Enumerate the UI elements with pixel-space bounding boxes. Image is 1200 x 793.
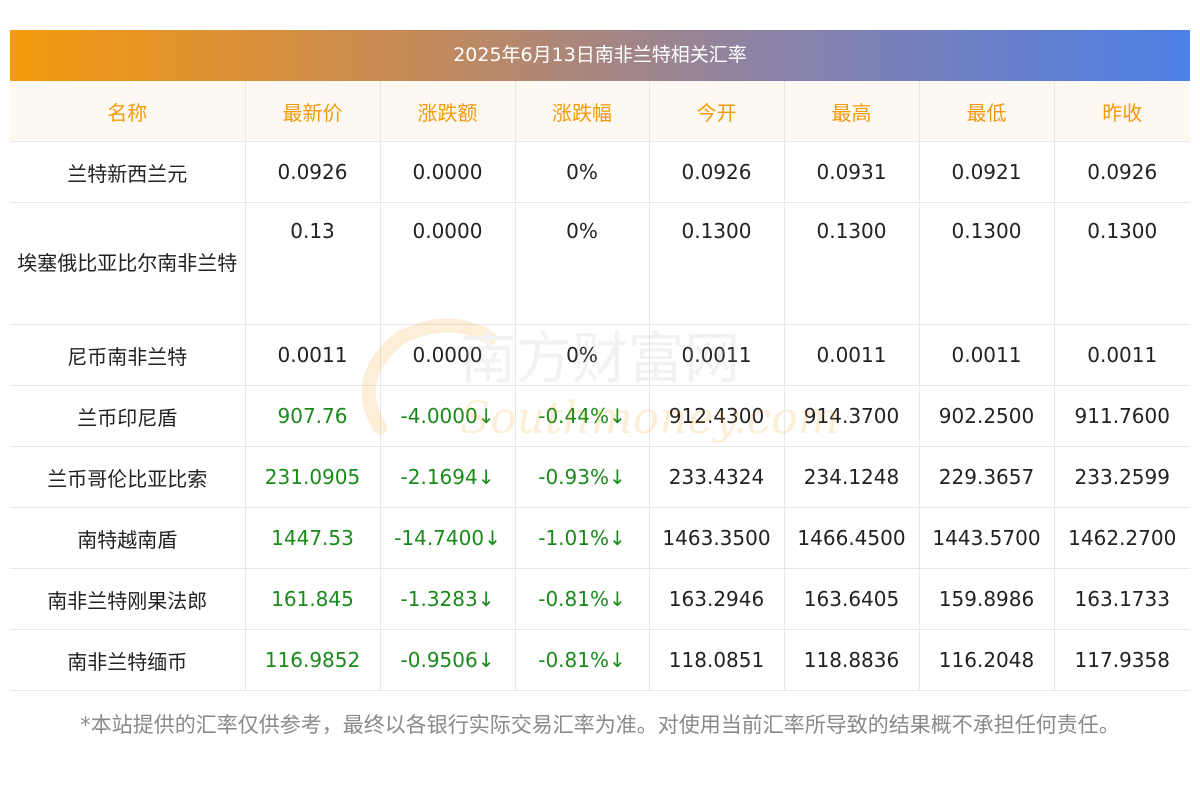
open-value: 0.1300 (649, 202, 785, 325)
change-value: -14.7400↓ (380, 507, 516, 569)
header-row: 名称 最新价 涨跌额 涨跌幅 今开 最高 最低 昨收 (10, 81, 1190, 142)
header-latest: 最新价 (245, 81, 381, 142)
header-open: 今开 (649, 81, 785, 142)
latest-value: 231.0905 (245, 446, 381, 508)
currency-pair-name: 兰币哥伦比亚比索 (10, 446, 246, 508)
change-value: -1.3283↓ (380, 568, 516, 630)
change-pct-value: 0% (515, 324, 650, 386)
change-pct-value: 0% (515, 141, 650, 203)
change-value: -2.1694↓ (380, 446, 516, 508)
currency-pair-name: 埃塞俄比亚比尔南非兰特 (10, 202, 246, 325)
prev-close-value: 233.2599 (1054, 446, 1190, 508)
low-value: 902.2500 (919, 385, 1055, 447)
low-value: 0.0921 (919, 141, 1055, 203)
header-low: 最低 (919, 81, 1055, 142)
table-row: 兰币印尼盾 907.76 -4.0000↓ -0.44%↓ 912.4300 9… (10, 385, 1190, 447)
prev-close-value: 0.0926 (1054, 141, 1190, 203)
currency-pair-name: 尼币南非兰特 (10, 324, 246, 386)
table-row: 南非兰特刚果法郎 161.845 -1.3283↓ -0.81%↓ 163.29… (10, 568, 1190, 630)
low-value: 0.0011 (919, 324, 1055, 386)
high-value: 914.3700 (784, 385, 920, 447)
latest-value: 161.845 (245, 568, 381, 630)
open-value: 118.0851 (649, 629, 785, 691)
latest-value: 0.13 (245, 202, 381, 325)
open-value: 233.4324 (649, 446, 785, 508)
low-value: 116.2048 (919, 629, 1055, 691)
header-name: 名称 (10, 81, 246, 142)
change-pct-value: -0.81%↓ (515, 629, 650, 691)
table-row: 埃塞俄比亚比尔南非兰特 0.13 0.0000 0% 0.1300 0.1300… (10, 202, 1190, 325)
table-row: 尼币南非兰特 0.0011 0.0000 0% 0.0011 0.0011 0.… (10, 324, 1190, 386)
change-pct-value: -0.44%↓ (515, 385, 650, 447)
change-pct-value: -1.01%↓ (515, 507, 650, 569)
table-row: 南非兰特缅币 116.9852 -0.9506↓ -0.81%↓ 118.085… (10, 629, 1190, 691)
rate-table-container: 2025年6月13日南非兰特相关汇率 名称 最新价 涨跌额 涨跌幅 今开 最高 … (10, 30, 1190, 691)
open-value: 0.0011 (649, 324, 785, 386)
change-pct-value: 0% (515, 202, 650, 325)
open-value: 912.4300 (649, 385, 785, 447)
prev-close-value: 117.9358 (1054, 629, 1190, 691)
prev-close-value: 911.7600 (1054, 385, 1190, 447)
header-change-pct: 涨跌幅 (515, 81, 650, 142)
low-value: 159.8986 (919, 568, 1055, 630)
latest-value: 0.0926 (245, 141, 381, 203)
currency-pair-name: 兰币印尼盾 (10, 385, 246, 447)
change-value: 0.0000 (380, 324, 516, 386)
high-value: 0.0011 (784, 324, 920, 386)
high-value: 1466.4500 (784, 507, 920, 569)
change-value: -4.0000↓ (380, 385, 516, 447)
change-pct-value: -0.81%↓ (515, 568, 650, 630)
high-value: 163.6405 (784, 568, 920, 630)
currency-pair-name: 南非兰特缅币 (10, 629, 246, 691)
high-value: 118.8836 (784, 629, 920, 691)
table-row: 兰币哥伦比亚比索 231.0905 -2.1694↓ -0.93%↓ 233.4… (10, 446, 1190, 508)
header-change: 涨跌额 (380, 81, 516, 142)
low-value: 0.1300 (919, 202, 1055, 325)
header-prev-close: 昨收 (1054, 81, 1190, 142)
change-pct-value: -0.93%↓ (515, 446, 650, 508)
open-value: 1463.3500 (649, 507, 785, 569)
currency-pair-name: 兰特新西兰元 (10, 141, 246, 203)
prev-close-value: 0.1300 (1054, 202, 1190, 325)
table-row: 兰特新西兰元 0.0926 0.0000 0% 0.0926 0.0931 0.… (10, 141, 1190, 203)
latest-value: 0.0011 (245, 324, 381, 386)
table-title: 2025年6月13日南非兰特相关汇率 (10, 30, 1190, 81)
change-value: -0.9506↓ (380, 629, 516, 691)
change-value: 0.0000 (380, 202, 516, 325)
currency-pair-name: 南特越南盾 (10, 507, 246, 569)
latest-value: 116.9852 (245, 629, 381, 691)
latest-value: 907.76 (245, 385, 381, 447)
change-value: 0.0000 (380, 141, 516, 203)
prev-close-value: 163.1733 (1054, 568, 1190, 630)
low-value: 1443.5700 (919, 507, 1055, 569)
high-value: 0.1300 (784, 202, 920, 325)
exchange-rate-table: 名称 最新价 涨跌额 涨跌幅 今开 最高 最低 昨收 兰特新西兰元 0.0926… (10, 81, 1190, 691)
currency-pair-name: 南非兰特刚果法郎 (10, 568, 246, 630)
low-value: 229.3657 (919, 446, 1055, 508)
header-high: 最高 (784, 81, 920, 142)
open-value: 0.0926 (649, 141, 785, 203)
high-value: 234.1248 (784, 446, 920, 508)
table-row: 南特越南盾 1447.53 -14.7400↓ -1.01%↓ 1463.350… (10, 507, 1190, 569)
prev-close-value: 1462.2700 (1054, 507, 1190, 569)
prev-close-value: 0.0011 (1054, 324, 1190, 386)
open-value: 163.2946 (649, 568, 785, 630)
latest-value: 1447.53 (245, 507, 381, 569)
disclaimer-note: *本站提供的汇率仅供参考，最终以各银行实际交易汇率为准。对使用当前汇率所导致的结… (80, 713, 1120, 737)
high-value: 0.0931 (784, 141, 920, 203)
